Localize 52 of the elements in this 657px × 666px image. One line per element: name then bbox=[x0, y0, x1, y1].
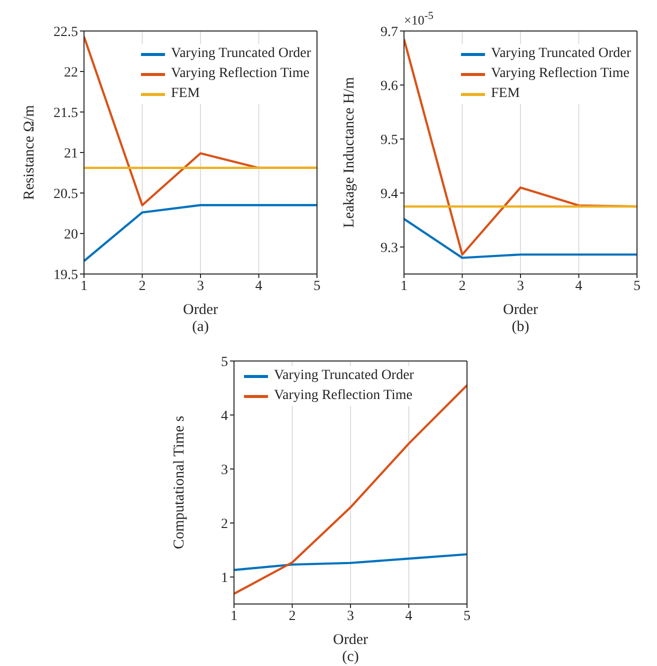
x-tick-label: 3 bbox=[347, 608, 354, 624]
line-series bbox=[234, 384, 467, 595]
y-axis-title: Leakage Inductance H/m bbox=[341, 76, 358, 228]
y-tick-label: 5 bbox=[221, 354, 228, 370]
y-axis-title: Computational Time s bbox=[171, 416, 188, 550]
x-tick-label: 1 bbox=[80, 278, 88, 294]
x-tick-label: 3 bbox=[517, 278, 524, 294]
x-tick-label: 2 bbox=[138, 278, 146, 294]
x-tick-label: 1 bbox=[230, 608, 238, 624]
text: (b) bbox=[510, 319, 530, 336]
x-tick-label: 3 bbox=[197, 278, 204, 294]
x-tick-label: 2 bbox=[458, 278, 466, 294]
y-tick-label: 21 bbox=[64, 146, 78, 162]
y-tick-label: 3 bbox=[221, 462, 228, 478]
legend-label: Varying Truncated Order bbox=[171, 45, 311, 63]
y-tick-label: 20 bbox=[64, 227, 78, 242]
x-axis-title: Order bbox=[333, 632, 368, 648]
y-tick-label: 22.5 bbox=[54, 24, 78, 40]
text: (c) bbox=[341, 649, 360, 666]
x-tick-label: 4 bbox=[575, 278, 582, 294]
x-tick-label: 5 bbox=[464, 608, 470, 624]
legend-label: Varying Reflection Time bbox=[491, 65, 630, 83]
x-tick-label: 4 bbox=[255, 278, 262, 294]
y-tick-label: 19.5 bbox=[54, 268, 78, 283]
legend-label: Varying Truncated Order bbox=[491, 45, 631, 63]
x-tick-label: 2 bbox=[288, 608, 296, 624]
y-tick-label: 22 bbox=[64, 65, 78, 80]
y-tick-label: 20.5 bbox=[54, 186, 78, 202]
y-tick-label: 9.6 bbox=[380, 78, 398, 94]
legend-label: FEM bbox=[491, 85, 520, 103]
y-tick-label: 21.5 bbox=[54, 106, 78, 121]
y-axis-title: Resistance Ω/m bbox=[21, 104, 38, 200]
y-tick-label: 1 bbox=[221, 570, 228, 586]
x-tick-label: 5 bbox=[314, 278, 320, 294]
legend-label: Varying Reflection Time bbox=[171, 65, 310, 83]
legend-label: FEM bbox=[171, 85, 200, 103]
x-axis-title: Order bbox=[183, 302, 218, 318]
legend-label: Varying Reflection Time bbox=[274, 387, 412, 405]
text: (a) bbox=[191, 319, 210, 336]
x-tick-label: 5 bbox=[634, 278, 640, 294]
text: ×10$^{-5}$ bbox=[404, 10, 434, 28]
y-tick-label: 4 bbox=[221, 408, 228, 424]
legend-label: Varying Truncated Order bbox=[274, 367, 414, 385]
y-tick-label: 9.4 bbox=[380, 186, 398, 202]
y-tick-label: 9.3 bbox=[380, 240, 398, 256]
y-tick-label: 2 bbox=[221, 516, 228, 532]
y-tick-label: 9.5 bbox=[380, 132, 398, 148]
x-tick-label: 1 bbox=[400, 278, 408, 294]
x-axis-title: Order bbox=[503, 302, 538, 318]
line-series bbox=[234, 553, 467, 572]
x-tick-label: 4 bbox=[405, 608, 412, 624]
y-tick-label: 9.7 bbox=[380, 24, 398, 40]
